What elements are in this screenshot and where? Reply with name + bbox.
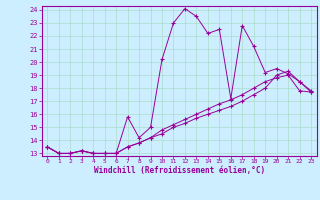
X-axis label: Windchill (Refroidissement éolien,°C): Windchill (Refroidissement éolien,°C) — [94, 166, 265, 175]
